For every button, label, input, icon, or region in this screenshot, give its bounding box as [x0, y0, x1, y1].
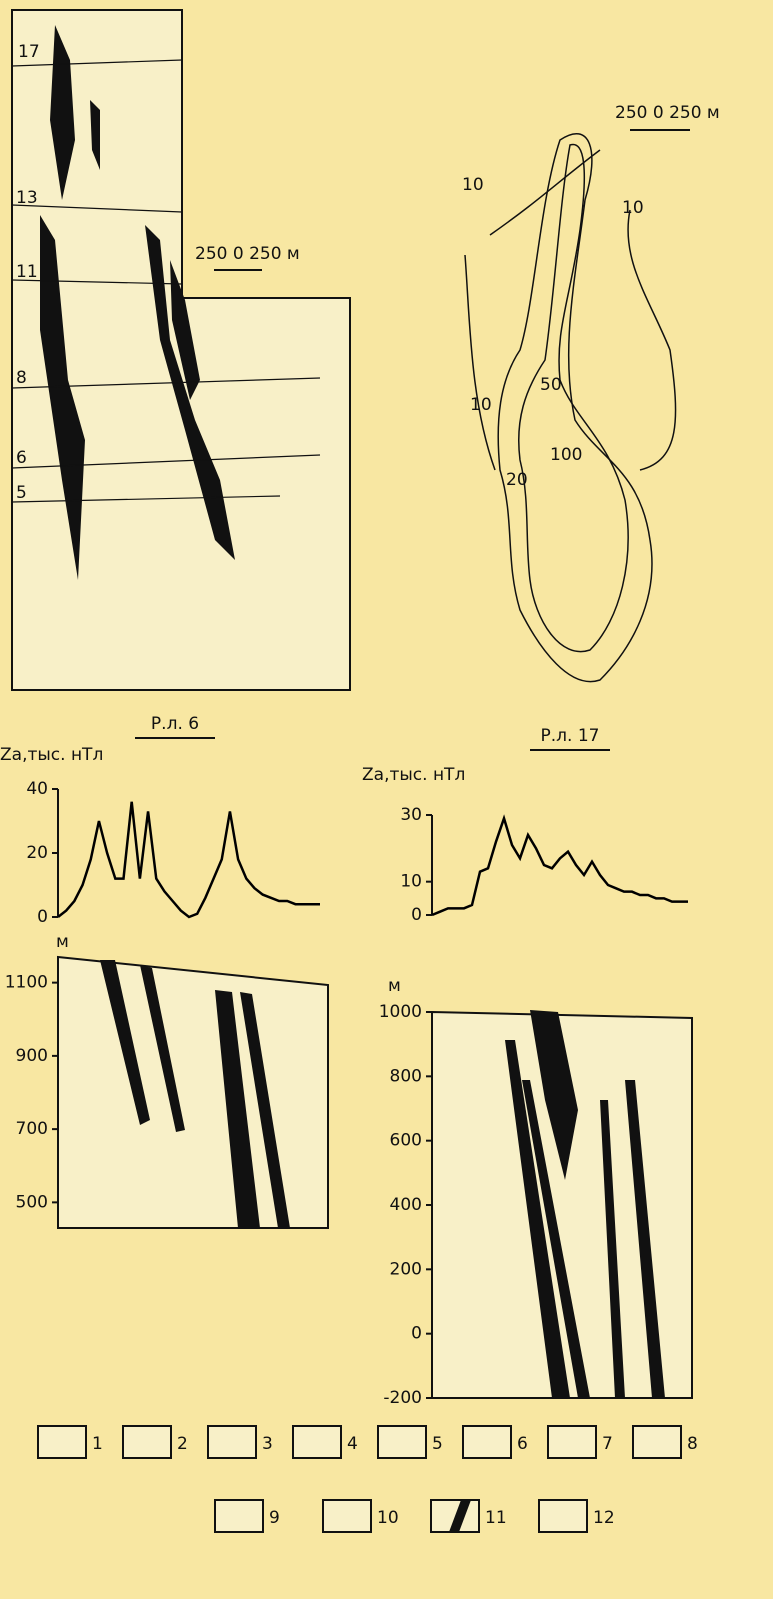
legend-label: 12 — [593, 1508, 615, 1528]
y-tick-label: 700 — [16, 1119, 48, 1139]
legend-swatch — [122, 1425, 172, 1459]
profile-label: 13 — [16, 188, 38, 208]
y-tick-label: 0 — [411, 905, 422, 925]
y-tick-label: 800 — [390, 1066, 422, 1086]
profile-line — [57, 801, 320, 919]
legend-label: 2 — [177, 1434, 188, 1454]
y-tick-label: 0 — [37, 907, 48, 927]
legend-swatch — [547, 1425, 597, 1459]
legend-ore — [449, 1500, 471, 1532]
profile-label: 6 — [16, 448, 27, 468]
legend-label: 4 — [347, 1434, 358, 1454]
legend-swatch — [538, 1499, 588, 1533]
y-tick-label: 10 — [400, 872, 422, 892]
y-tick-label: 600 — [390, 1131, 422, 1151]
section-outline — [57, 955, 329, 1229]
profile-label: 17 — [18, 42, 40, 62]
ore-bodies — [100, 960, 290, 1228]
scale-label: 250 0 250 м — [615, 103, 720, 123]
legend-label: 6 — [517, 1434, 528, 1454]
y-tick-label: 20 — [26, 843, 48, 863]
legend-swatch — [37, 1425, 87, 1459]
chart-title: Р.л. 17 — [541, 726, 600, 746]
y-tick-label: 1100 — [5, 973, 48, 993]
legend-swatch — [292, 1425, 342, 1459]
legend-label: 5 — [432, 1434, 443, 1454]
y-tick-label: -200 — [383, 1388, 422, 1408]
profile-label: 8 — [16, 368, 27, 388]
legend-swatch — [632, 1425, 682, 1459]
y-tick-label: 1000 — [379, 1002, 422, 1022]
right-map: 250 0 250 м 10 10 10 20 50 100 — [462, 103, 720, 683]
y-tick-label: 900 — [16, 1046, 48, 1066]
y-tick-label: 40 — [26, 779, 48, 799]
contour-label: 100 — [550, 445, 582, 465]
legend-label: 7 — [602, 1434, 613, 1454]
legend-label: 1 — [92, 1434, 103, 1454]
scale-label: 250 0 250 м — [195, 244, 300, 264]
legend-label: 9 — [269, 1508, 280, 1528]
legend-swatch — [462, 1425, 512, 1459]
legend: 1 2 3 4 5 6 7 89 10 11 12 — [37, 1425, 698, 1533]
y-tick-label: 200 — [390, 1259, 422, 1279]
contour-label: 50 — [540, 375, 562, 395]
chart-title: Р.л. 6 — [151, 714, 199, 734]
y-axis-label: м — [56, 932, 69, 952]
left-section — [57, 955, 329, 1229]
left-map: 17 13 11 8 6 5 250 0 250 м — [11, 9, 351, 691]
legend-swatch — [377, 1425, 427, 1459]
y-tick-label: 400 — [390, 1195, 422, 1215]
y-tick-label: 0 — [411, 1324, 422, 1344]
contour-label: 20 — [506, 470, 528, 490]
right-section — [431, 1010, 693, 1399]
ore-bodies — [40, 25, 235, 580]
y-axis-label: Za,тыс. нТл — [0, 745, 103, 765]
legend-label: 8 — [687, 1434, 698, 1454]
y-axis-label: Za,тыс. нТл — [362, 765, 465, 785]
legend-label: 10 — [377, 1508, 399, 1528]
y-tick-label: 500 — [16, 1192, 48, 1212]
legend-swatch — [214, 1499, 264, 1533]
profile-lines — [11, 59, 321, 503]
ore-bodies — [505, 1010, 665, 1398]
y-axis-label: м — [388, 976, 401, 996]
contour-label: 10 — [462, 175, 484, 195]
contour — [497, 133, 653, 683]
contour-label: 10 — [622, 198, 644, 218]
profile-label: 11 — [16, 262, 38, 282]
profile-label: 5 — [16, 483, 27, 503]
profile-line — [431, 814, 688, 917]
legend-swatch — [207, 1425, 257, 1459]
contour — [517, 143, 629, 653]
y-tick-label: 30 — [400, 805, 422, 825]
contour-label: 10 — [470, 395, 492, 415]
legend-swatch — [322, 1499, 372, 1533]
legend-label: 3 — [262, 1434, 273, 1454]
legend-label: 11 — [485, 1508, 507, 1528]
contour — [464, 149, 677, 471]
